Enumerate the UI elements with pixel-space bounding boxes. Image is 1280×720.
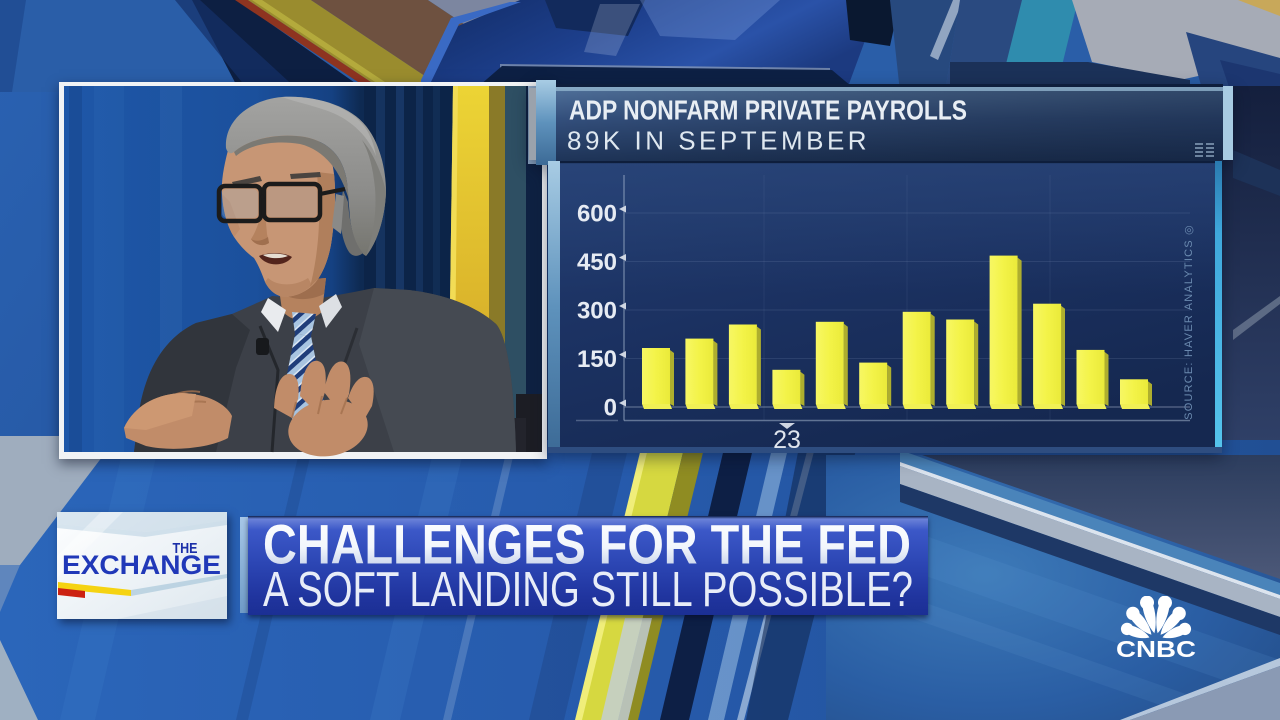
svg-text:300: 300 [577, 298, 617, 325]
svg-text:EXCHANGE: EXCHANGE [62, 550, 221, 580]
svg-text:600: 600 [577, 201, 617, 228]
svg-text:CNBC: CNBC [1116, 636, 1196, 662]
svg-text:23: 23 [773, 426, 801, 454]
svg-text:SOURCE: HAVER ANALYTICS ◎: SOURCE: HAVER ANALYTICS ◎ [1183, 224, 1195, 420]
svg-text:THE: THE [173, 540, 198, 557]
svg-text:150: 150 [577, 346, 617, 373]
svg-text:89K IN SEPTEMBER: 89K IN SEPTEMBER [567, 126, 870, 156]
svg-text:450: 450 [577, 249, 617, 276]
svg-text:ADP NONFARM PRIVATE PAYROLLS: ADP NONFARM PRIVATE PAYROLLS [569, 95, 967, 126]
svg-text:CHALLENGES FOR THE FED: CHALLENGES FOR THE FED [263, 516, 911, 576]
svg-text:0: 0 [604, 395, 617, 422]
svg-text:A SOFT LANDING STILL POSSIBLE?: A SOFT LANDING STILL POSSIBLE? [263, 563, 913, 615]
